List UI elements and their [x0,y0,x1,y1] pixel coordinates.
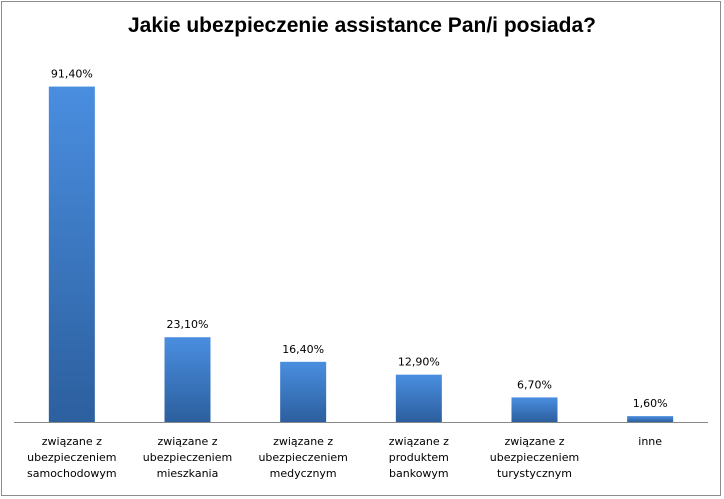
bars-group [48,86,674,422]
category-labels-group: związane z ubezpieczeniem samochodowym zwią… [27,435,662,480]
category-label-1: związane z ubezpieczeniem mieszkania [143,435,232,480]
data-labels-group: 91,40% 23,10% 16,40% 12,90% 6,70% 1,60% [51,68,668,411]
bar-4 [511,397,558,422]
data-label-3: 12,90% [398,356,440,369]
category-label-0: związane z ubezpieczeniem samochodowym [27,435,117,480]
bar-5 [627,416,674,422]
bar-0 [48,86,95,422]
category-label-2: związane z ubezpieczeniem medycznym [258,435,347,480]
category-label-3: związane z produktem bankowym [389,435,449,480]
chart-title: Jakie ubezpieczenie assistance Pan/i pos… [127,14,597,37]
bar-2 [280,361,327,422]
bar-3 [395,374,442,422]
category-label-5: inne [638,435,662,448]
data-label-5: 1,60% [633,397,668,410]
data-label-0: 91,40% [51,68,93,81]
bar-1 [164,337,211,422]
data-label-1: 23,10% [167,318,209,331]
data-label-2: 16,40% [282,343,324,356]
category-label-4: związane z ubezpieczeniem turystycznym [490,435,579,480]
data-label-4: 6,70% [517,378,552,391]
